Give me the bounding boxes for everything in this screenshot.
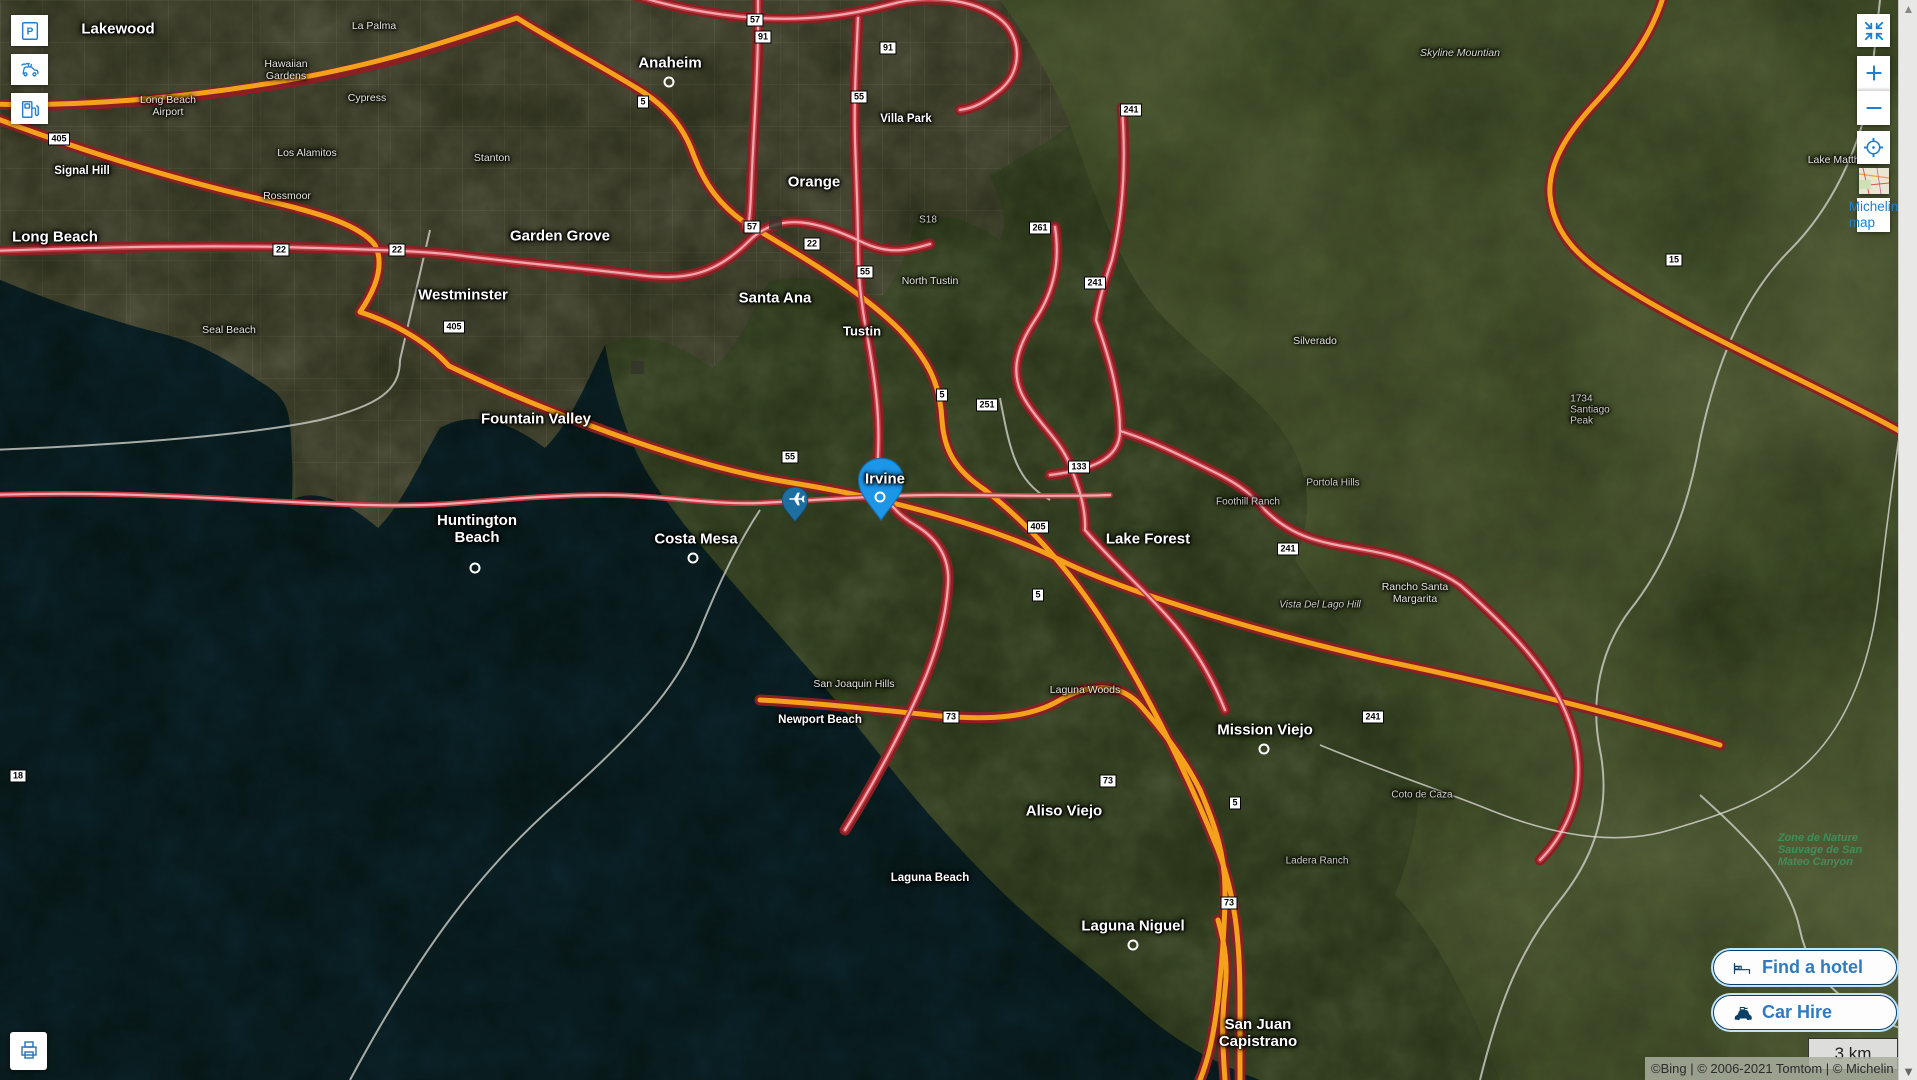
svg-text:P: P: [26, 26, 33, 37]
